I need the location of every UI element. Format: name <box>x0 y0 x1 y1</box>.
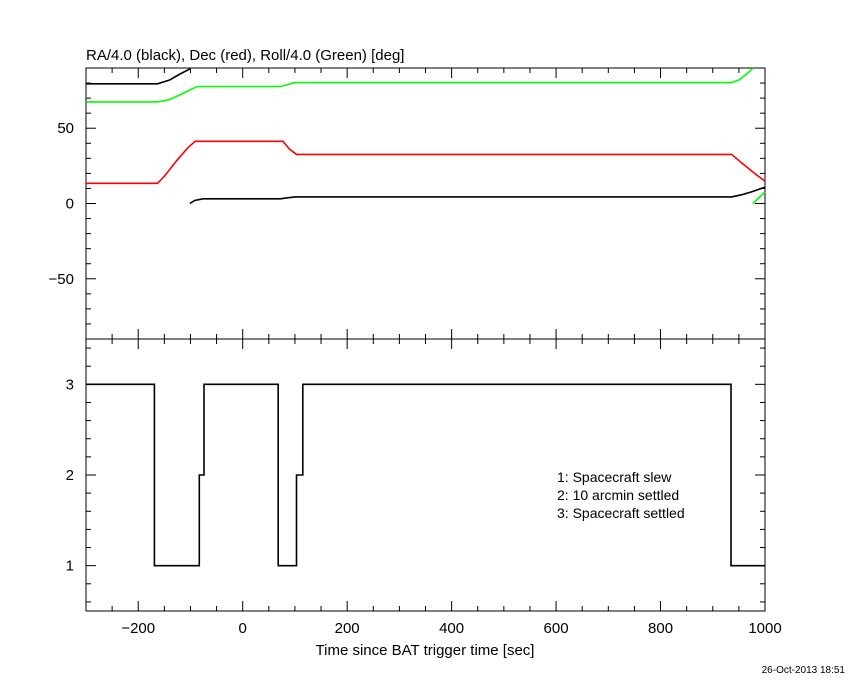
top-title: RA/4.0 (black), Dec (red), Roll/4.0 (Gre… <box>86 47 404 64</box>
x-tick-label: 0 <box>239 620 247 637</box>
legend-entry-3: 3: Spacecraft settled <box>557 505 685 521</box>
y-tick-label: 1 <box>66 558 74 575</box>
bottom-panel: 1 2 3 −200 0 200 400 600 800 1000 <box>66 338 782 637</box>
series-line-3 <box>752 191 766 205</box>
x-tick-label: 400 <box>439 620 464 637</box>
series-line-0 <box>86 68 191 85</box>
plot-frame <box>85 67 766 340</box>
timestamp: 26-Oct-2013 18:51 <box>762 665 846 676</box>
x-tick-label: 600 <box>544 620 569 637</box>
legend-entry-1: 1: Spacecraft slew <box>557 469 672 485</box>
x-tick-label: 800 <box>648 620 673 637</box>
legend-entry-2: 2: 10 arcmin settled <box>557 487 679 503</box>
x-axis-label: Time since BAT trigger time [sec] <box>316 642 535 659</box>
series-line-4 <box>86 140 766 185</box>
x-tick-label: −200 <box>121 620 155 637</box>
y-tick-label: −50 <box>49 271 74 288</box>
series-line-0 <box>86 383 765 567</box>
x-tick-label: 1000 <box>748 620 781 637</box>
x-tick-label: 200 <box>335 620 360 637</box>
y-tick-label: 2 <box>66 467 74 484</box>
y-tick-label: 0 <box>66 196 74 213</box>
y-tick-label: 3 <box>66 376 74 393</box>
series-line-1 <box>189 186 766 205</box>
y-tick-label: 50 <box>57 120 74 137</box>
top-panel: −50 0 50 <box>49 67 766 340</box>
series-line-2 <box>86 67 754 103</box>
